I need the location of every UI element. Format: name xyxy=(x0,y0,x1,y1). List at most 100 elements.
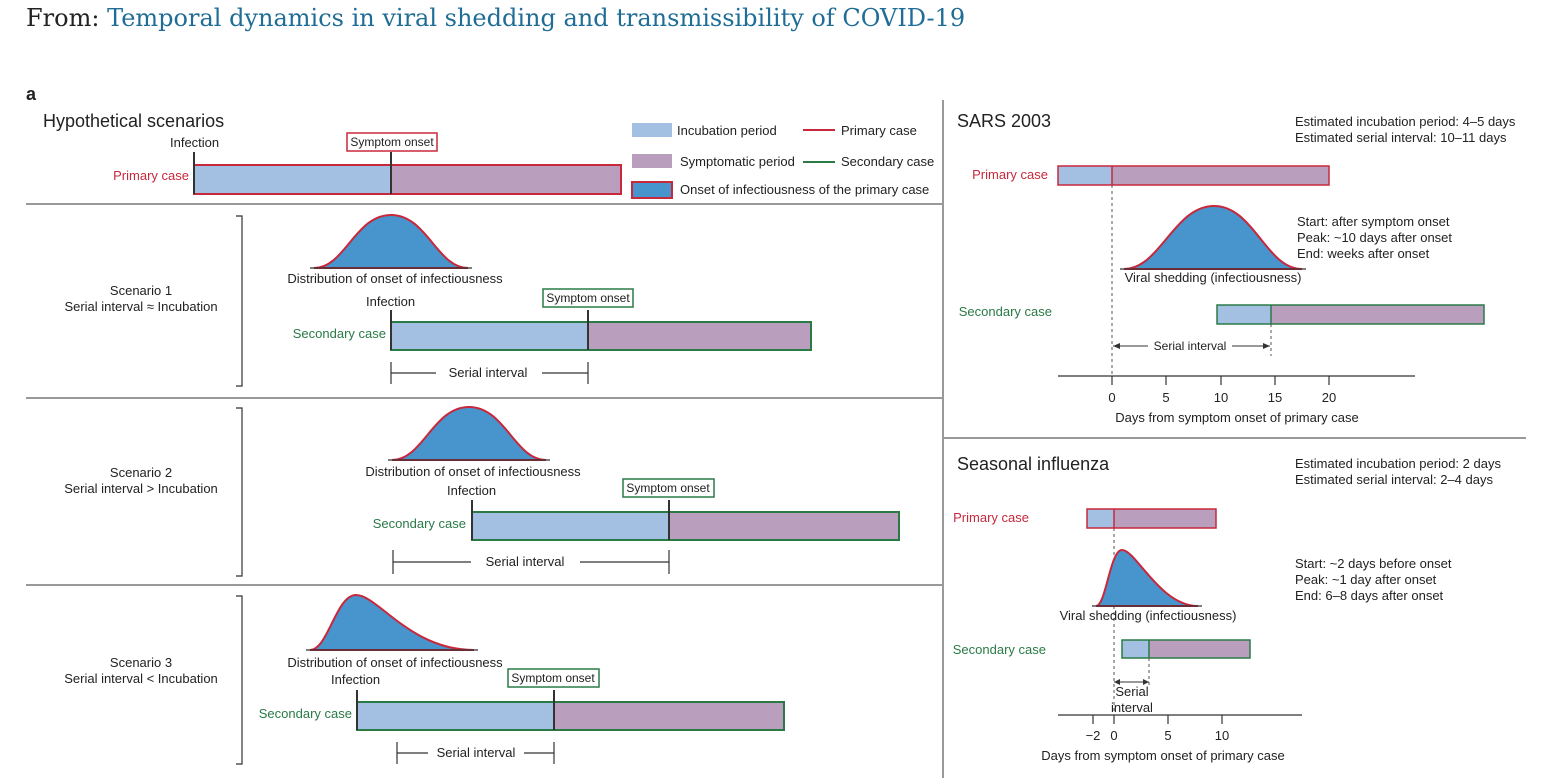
scenario1-symptom-onset-box xyxy=(542,288,634,308)
scenario2-symptom-onset-label: Symptom onset xyxy=(626,481,710,495)
scenario1-infectiousness-curve xyxy=(313,213,469,269)
scenario1-serial-label: Serial interval xyxy=(449,365,528,380)
sars-tick-label-10: 10 xyxy=(1214,390,1228,405)
scenario1-infection-label: Infection xyxy=(366,294,415,309)
scenario1-distribution-label: Distribution of onset of infectiousness xyxy=(287,271,503,286)
sars-shedding-peak: Peak: ~10 days after onset xyxy=(1297,230,1452,245)
primary-symptom-onset-box xyxy=(346,132,438,152)
scenario3-secondary-label: Secondary case xyxy=(259,706,352,721)
legend-primary-label: Primary case xyxy=(841,123,917,138)
scenario1-bracket xyxy=(236,215,243,387)
influenza-shedding-peak: Peak: ~1 day after onset xyxy=(1295,572,1437,587)
sars-tick-label-0: 0 xyxy=(1108,390,1115,405)
influenza-secondary-label: Secondary case xyxy=(953,642,1046,657)
sars-tick-label-5: 5 xyxy=(1162,390,1169,405)
influenza-serial-label-line2: interval xyxy=(1111,700,1153,715)
scenario1-secondary-label: Secondary case xyxy=(293,326,386,341)
legend-symptomatic-label: Symptomatic period xyxy=(680,154,795,169)
influenza-shedding-curve xyxy=(1095,548,1199,607)
influenza-primary-incubation-bar xyxy=(1087,509,1114,528)
sars-shedding-end: End: weeks after onset xyxy=(1297,246,1430,261)
sars-shedding-curve xyxy=(1123,204,1303,270)
scenario2-incubation-bar xyxy=(472,512,669,540)
scenario2-serial-label: Serial interval xyxy=(486,554,565,569)
sars-axis-label: Days from symptom onset of primary case xyxy=(1115,410,1358,425)
sars-primary-incubation-bar xyxy=(1058,166,1112,185)
primary-infection-label: Infection xyxy=(170,135,219,150)
sars-secondary-incubation-bar xyxy=(1217,305,1271,324)
scenario2-relation: Serial interval > Incubation xyxy=(64,481,218,496)
sars-primary-bar-outline xyxy=(1057,165,1330,186)
influenza-serial-label-line1: Serial xyxy=(1115,684,1148,699)
scenario3-symptom-onset-label: Symptom onset xyxy=(511,671,595,685)
influenza-serial-arrowhead-right xyxy=(1143,679,1149,685)
scenario2-symptom-onset-box xyxy=(622,478,715,498)
legend-secondary-label: Secondary case xyxy=(841,154,934,169)
scenario3-infection-label: Infection xyxy=(331,672,380,687)
legend-incubation-label: Incubation period xyxy=(677,123,777,138)
sars-shedding-label: Viral shedding (infectiousness) xyxy=(1125,270,1302,285)
sars-shedding-start: Start: after symptom onset xyxy=(1297,214,1450,229)
sars-title: SARS 2003 xyxy=(957,111,1051,131)
influenza-secondary-symptomatic-bar xyxy=(1149,640,1250,658)
scenario1-symptom-onset-label: Symptom onset xyxy=(546,291,630,305)
influenza-shedding-start: Start: ~2 days before onset xyxy=(1295,556,1452,571)
influenza-tick-label-0: 0 xyxy=(1110,728,1117,743)
influenza-shedding-end: End: 6–8 days after onset xyxy=(1295,588,1444,603)
scenario3-distribution-label: Distribution of onset of infectiousness xyxy=(287,655,503,670)
scenario2-secondary-label: Secondary case xyxy=(373,516,466,531)
scenario3-symptomatic-bar xyxy=(554,702,784,730)
influenza-title: Seasonal influenza xyxy=(957,454,1110,474)
legend-infectiousness-label: Onset of infectiousness of the primary c… xyxy=(680,182,929,197)
scenario3-infectiousness-curve xyxy=(309,593,475,651)
primary-case-label: Primary case xyxy=(113,168,189,183)
scenario2-infection-label: Infection xyxy=(447,483,496,498)
sars-serial-arrowhead-right xyxy=(1263,343,1270,349)
influenza-primary-label: Primary case xyxy=(953,510,1029,525)
influenza-primary-bar-outline xyxy=(1086,508,1217,529)
sars-secondary-symptomatic-bar xyxy=(1271,305,1484,324)
influenza-tick-label-5: 5 xyxy=(1164,728,1171,743)
article-title-link[interactable]: Temporal dynamics in viral shedding and … xyxy=(107,4,966,32)
scenario3-incubation-bar xyxy=(357,702,554,730)
influenza-axis-label: Days from symptom onset of primary case xyxy=(1041,748,1284,763)
influenza-estimated-serial: Estimated serial interval: 2–4 days xyxy=(1295,472,1493,487)
sars-tick-label-15: 15 xyxy=(1268,390,1282,405)
primary-symptom-onset-label: Symptom onset xyxy=(350,135,434,149)
influenza-serial-arrowhead-left xyxy=(1114,679,1120,685)
scenario3-relation: Serial interval < Incubation xyxy=(64,671,218,686)
scenario2-distribution-label: Distribution of onset of infectiousness xyxy=(365,464,581,479)
sars-tick-label-20: 20 xyxy=(1322,390,1336,405)
scenario1-relation: Serial interval ≈ Incubation xyxy=(64,299,217,314)
legend-infectiousness-swatch xyxy=(631,181,673,199)
influenza-tick-label-10: 10 xyxy=(1215,728,1229,743)
primary-symptomatic-bar xyxy=(391,165,621,194)
legend-symptomatic-swatch xyxy=(632,154,672,168)
influenza-secondary-incubation-bar xyxy=(1122,640,1149,658)
sars-secondary-bar-outline xyxy=(1216,304,1485,325)
scenario1-incubation-bar xyxy=(391,322,588,350)
sars-secondary-label: Secondary case xyxy=(959,304,1052,319)
sars-serial-label: Serial interval xyxy=(1154,339,1227,353)
influenza-primary-symptomatic-bar xyxy=(1114,509,1216,528)
panel-label: a xyxy=(26,84,37,104)
scenario2-name: Scenario 2 xyxy=(110,465,172,480)
scenario3-bracket xyxy=(236,595,243,765)
sars-primary-symptomatic-bar xyxy=(1112,166,1329,185)
scenario1-symptomatic-bar xyxy=(588,322,811,350)
hypothetical-title: Hypothetical scenarios xyxy=(43,111,224,131)
influenza-estimated-incubation: Estimated incubation period: 2 days xyxy=(1295,456,1501,471)
scenario2-infectiousness-curve xyxy=(391,405,547,461)
sars-serial-arrowhead-left xyxy=(1113,343,1120,349)
influenza-tick-label-minus2: −2 xyxy=(1086,728,1101,743)
scenario3-name: Scenario 3 xyxy=(110,655,172,670)
from-label: From: xyxy=(26,4,100,32)
influenza-shedding-label: Viral shedding (infectiousness) xyxy=(1060,608,1237,623)
scenario3-serial-label: Serial interval xyxy=(437,745,516,760)
sars-primary-label: Primary case xyxy=(972,167,1048,182)
primary-incubation-bar xyxy=(194,165,391,194)
sars-estimated-serial: Estimated serial interval: 10–11 days xyxy=(1295,130,1507,145)
figure-header: From: Temporal dynamics in viral sheddin… xyxy=(26,4,965,32)
scenario1-name: Scenario 1 xyxy=(110,283,172,298)
